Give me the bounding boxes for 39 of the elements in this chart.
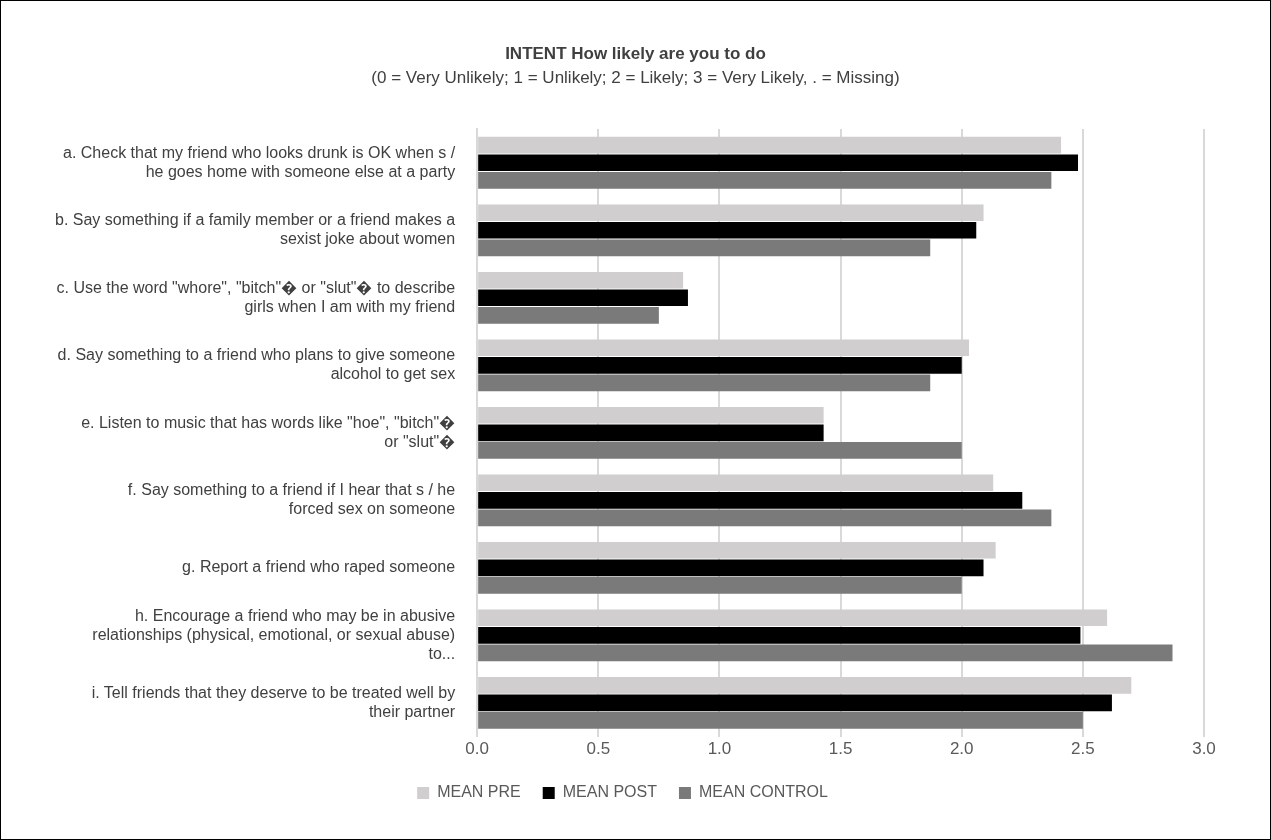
- bar: [478, 171, 1052, 189]
- y-tick-label: h. Encourage a friend who may be in abusive relationships (physical, emotional, or sexual abuse) to...: [92, 606, 456, 662]
- bar: [478, 577, 962, 594]
- y-tick-label: d. Say something to a friend who plans to give someone alcohol to get sex: [57, 346, 456, 383]
- bar: [478, 644, 1173, 662]
- y-tick-label: b. Say something if a family member or a friend makes a sexist joke about women: [54, 211, 456, 248]
- legend-label: MEAN CONTROL: [698, 783, 828, 801]
- bar: [478, 424, 824, 442]
- y-tick-label: e. Listen to music that has words like "hoe", "bitch"� or "slut"�: [81, 413, 456, 450]
- bar: [478, 509, 1052, 527]
- x-tick-label: 2.0: [949, 739, 974, 759]
- x-tick-label: 1.5: [828, 739, 853, 759]
- y-tick-label: i. Tell friends that they deserve to be treated well by their partner: [91, 683, 456, 720]
- bar: [478, 374, 931, 392]
- x-tick-label: 0.5: [586, 739, 611, 759]
- x-tick-label: 2.5: [1071, 739, 1095, 759]
- legend-label: MEAN PRE: [437, 783, 521, 801]
- bar: [478, 694, 1112, 712]
- bar: [478, 154, 1079, 172]
- bar: [478, 221, 977, 239]
- chart-title: INTENT How likely are you to do: [504, 44, 767, 64]
- bar: [478, 559, 984, 577]
- y-tick-label: f. Say something to a friend if I hear that s / he forced sex on someone: [127, 481, 456, 518]
- y-tick-label: a. Check that my friend who looks drunk is OK when s / he goes home with someone else at a party: [62, 143, 456, 180]
- y-tick-label: c. Use the word "whore", "bitch"� or "slut"� to describe girls when I am with my friend: [56, 278, 456, 315]
- x-tick-label: 0.0: [465, 739, 489, 759]
- legend-label: MEAN POST: [562, 783, 658, 801]
- bar: [478, 306, 659, 324]
- chart-subtitle: (0 = Very Unlikely; 1 = Unlikely; 2 = Likely; 3 = Very Likely, . = Missing): [370, 68, 901, 88]
- bar: [478, 239, 931, 257]
- bar: [478, 442, 962, 459]
- bar: [478, 356, 962, 374]
- bar: [478, 627, 1081, 644]
- y-tick-label: g. Report a friend who raped someone: [182, 558, 456, 576]
- x-tick-label: 1.0: [707, 739, 732, 759]
- bar: [478, 491, 1023, 509]
- bar: [478, 289, 688, 307]
- x-tick-label: 3.0: [1192, 739, 1216, 759]
- bar: [478, 712, 1083, 729]
